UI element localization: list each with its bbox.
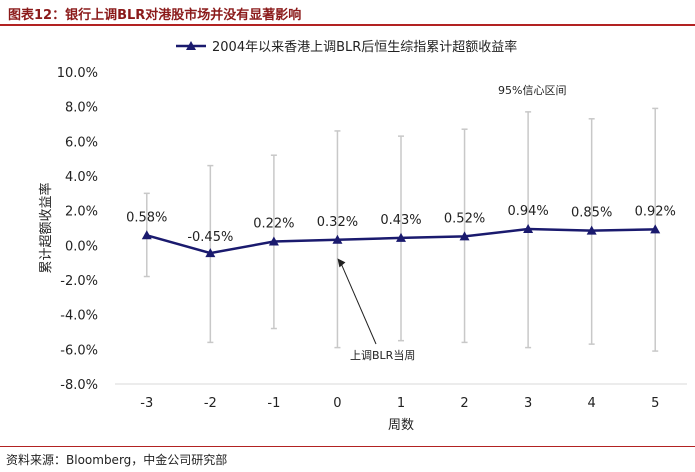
x-tick-label: 5 (651, 396, 659, 411)
legend: 2004年以来香港上调BLR后恒生综指累计超额收益率 (176, 39, 517, 55)
data-point (268, 236, 279, 246)
annotation-label: 上调BLR当周 (350, 348, 415, 362)
data-label: 0.58% (126, 210, 167, 225)
y-tick-label: 8.0% (65, 101, 98, 116)
x-tick-label: 0 (333, 396, 341, 411)
source-note: 资料来源：Bloomberg，中金公司研究部 (6, 453, 228, 467)
y-tick-label: 2.0% (65, 205, 98, 220)
ci-label: 95%信心区间 (498, 84, 566, 97)
x-axis: -3 -2 -1 0 1 2 3 4 5 (115, 383, 687, 411)
y-axis-title: 累计超额收益率 (38, 182, 54, 273)
data-labels: 0.58% -0.45% 0.22% 0.32% 0.43% 0.52% 0.94% 0.85… (126, 204, 676, 245)
x-tick-label: 3 (524, 396, 532, 411)
data-point (459, 231, 470, 241)
data-label: 0.85% (571, 206, 612, 221)
legend-label: 2004年以来香港上调BLR后恒生综指累计超额收益率 (212, 39, 517, 55)
y-axis-ticks: 10.0% 8.0% 6.0% 4.0% 2.0% 0.0% -2.0% -4.0% -6.0%… (57, 66, 98, 393)
y-tick-label: 4.0% (65, 170, 98, 185)
x-tick-label: 2 (460, 396, 468, 411)
x-tick-label: -2 (204, 396, 217, 411)
title-rule (0, 24, 695, 26)
figure-title: 图表12：银行上调BLR对港股市场并没有显著影响 (8, 8, 302, 23)
data-label: 0.32% (317, 215, 358, 230)
data-label: 0.22% (253, 217, 294, 232)
data-label: 0.52% (444, 211, 485, 226)
source-rule (0, 446, 695, 447)
data-point (141, 230, 152, 240)
x-axis-title: 周数 (388, 418, 414, 433)
data-label: 0.92% (635, 204, 676, 219)
data-point (205, 248, 216, 258)
data-point (396, 232, 406, 242)
data-point (650, 224, 661, 234)
x-tick-label: 4 (588, 396, 596, 411)
data-label: 0.94% (507, 204, 548, 219)
y-tick-label: 0.0% (65, 239, 98, 254)
y-tick-label: -4.0% (60, 309, 98, 324)
data-label: -0.45% (187, 230, 233, 245)
y-tick-label: -2.0% (60, 274, 98, 289)
y-tick-label: 10.0% (57, 66, 98, 81)
data-point (523, 224, 534, 234)
x-tick-label: -1 (267, 396, 280, 411)
data-point (586, 225, 597, 235)
y-tick-label: -8.0% (60, 378, 98, 393)
y-tick-label: 6.0% (65, 135, 98, 150)
y-tick-label: -6.0% (60, 343, 98, 358)
chart: 10.0% 8.0% 6.0% 4.0% 2.0% 0.0% -2.0% -4.0% -6.0%… (38, 39, 687, 433)
legend-marker (186, 41, 196, 50)
x-tick-label: -3 (140, 396, 153, 411)
data-label: 0.43% (380, 213, 421, 228)
data-point (332, 234, 343, 244)
annotation-arrowhead (337, 258, 346, 268)
x-tick-label: 1 (397, 396, 405, 411)
annotation-arrow-line (340, 264, 377, 345)
series-points (141, 224, 661, 258)
